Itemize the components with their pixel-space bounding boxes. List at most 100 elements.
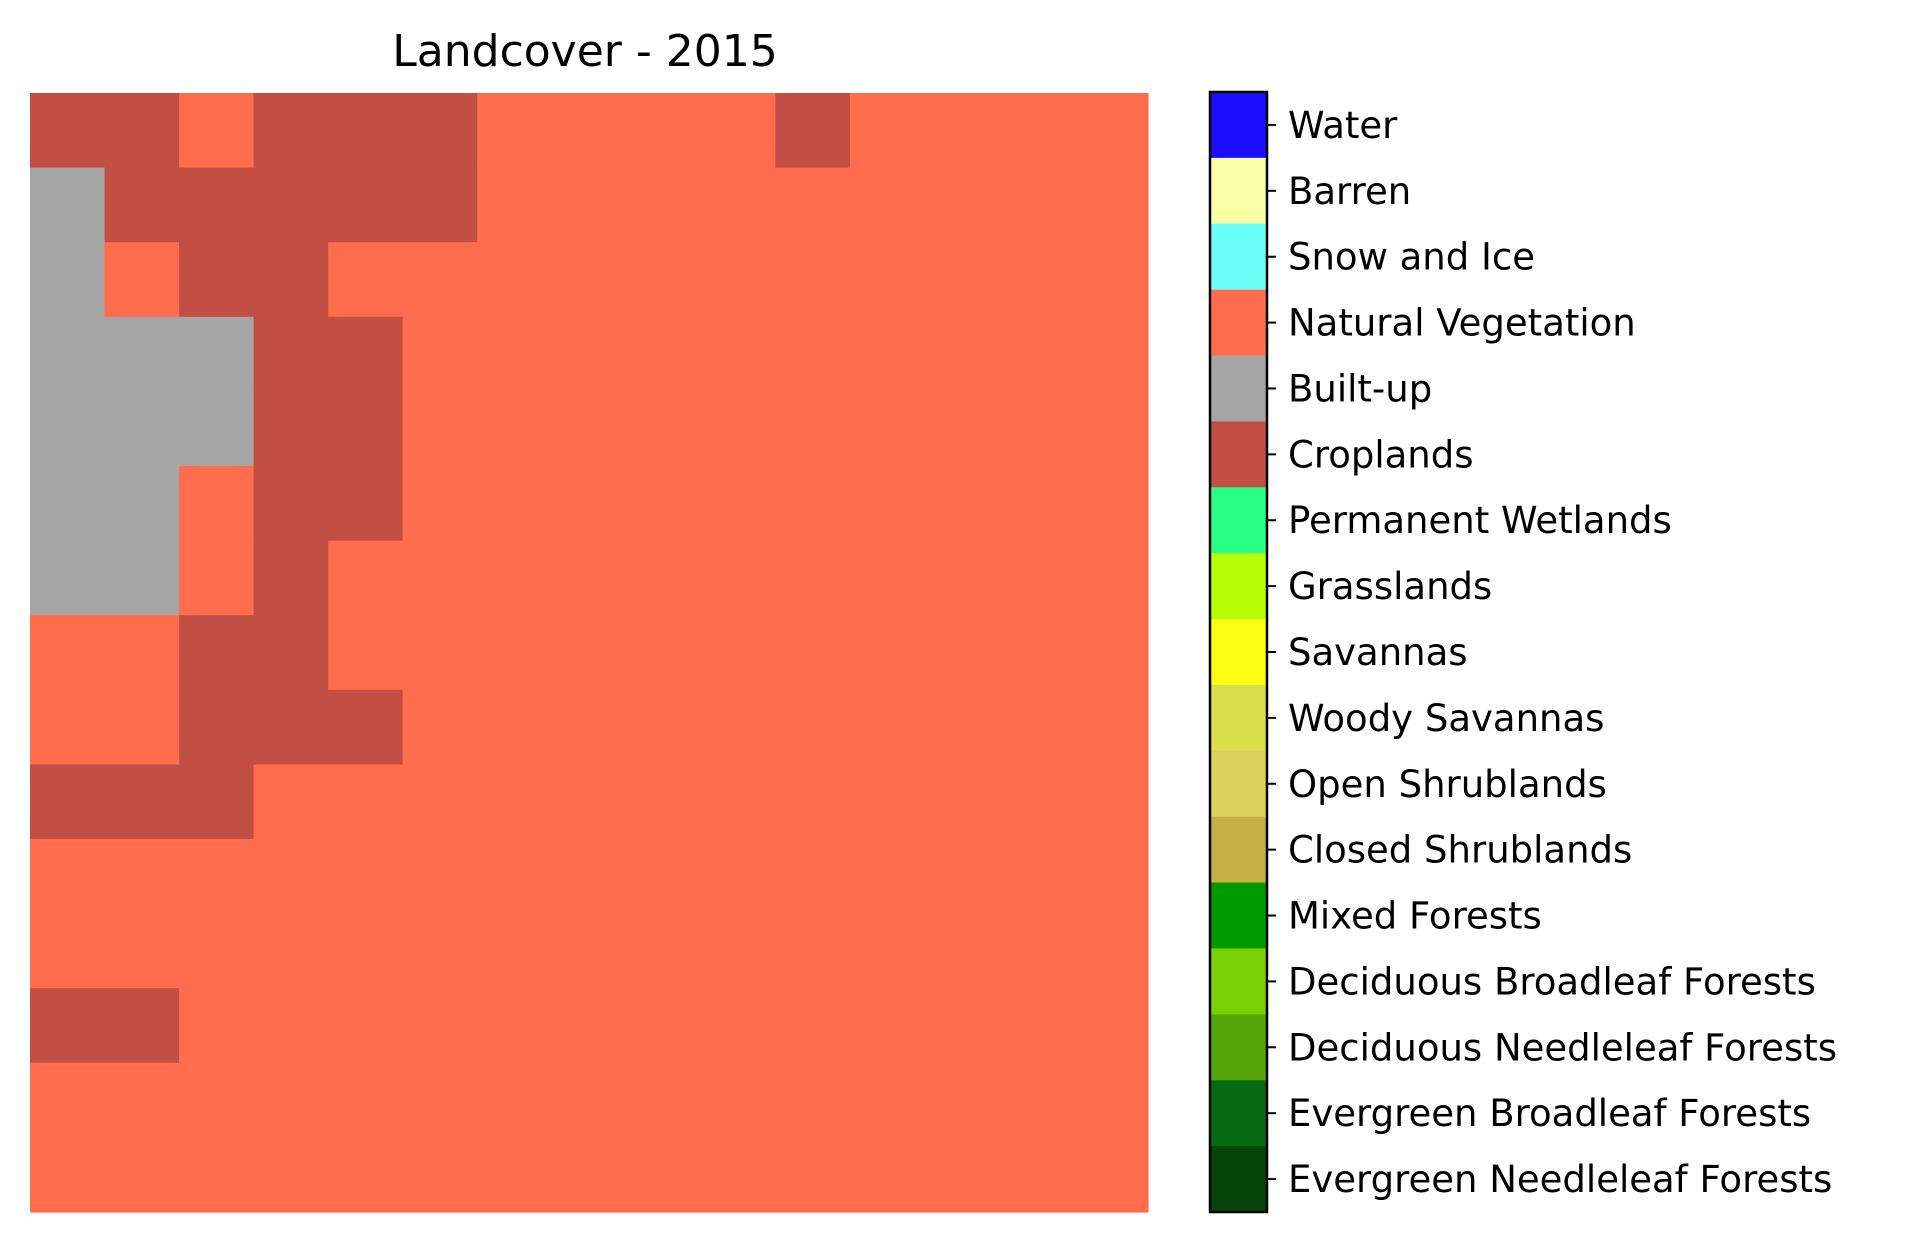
heatmap-cell: [998, 93, 1075, 169]
heatmap-cell: [253, 764, 329, 840]
heatmap-cell: [849, 913, 925, 989]
colorbar-tick-label: Evergreen Needleleaf Forests: [1288, 1158, 1832, 1201]
colorbar-segment: [1210, 750, 1267, 818]
colorbar-segment: [1210, 1080, 1267, 1147]
heatmap-cell: [924, 764, 1000, 840]
colorbar-segment: [1210, 355, 1267, 422]
heatmap-cell: [551, 1062, 627, 1138]
heatmap-cell: [1073, 540, 1149, 616]
heatmap-cell: [626, 466, 702, 542]
heatmap-cell: [626, 1062, 702, 1138]
heatmap-cell: [30, 466, 106, 542]
heatmap-cell: [1073, 764, 1149, 840]
heatmap-cell: [924, 689, 1000, 765]
colorbar-tick-label: Deciduous Needleleaf Forests: [1288, 1026, 1837, 1069]
heatmap-cell: [104, 1137, 180, 1213]
heatmap-cell: [104, 167, 180, 243]
heatmap-cell: [104, 391, 180, 467]
heatmap-cell: [402, 1062, 478, 1138]
heatmap-cell: [849, 1062, 925, 1138]
colorbar-segment: [1210, 421, 1267, 488]
heatmap-cell: [924, 1137, 1000, 1213]
heatmap-cell: [1073, 242, 1149, 318]
heatmap-cell: [998, 839, 1075, 915]
heatmap-cell: [849, 1137, 925, 1213]
heatmap-cell: [30, 913, 106, 989]
heatmap-cell: [551, 839, 627, 915]
heatmap-cell: [477, 1062, 553, 1138]
heatmap-cell: [179, 466, 255, 542]
heatmap-cell: [626, 93, 702, 169]
heatmap-cell: [775, 466, 851, 542]
heatmap-cell: [924, 466, 1000, 542]
heatmap-cell: [551, 242, 627, 318]
heatmap-cell: [551, 615, 627, 691]
heatmap-cell: [700, 391, 776, 467]
heatmap-cell: [700, 615, 776, 691]
heatmap-cell: [1073, 1137, 1149, 1213]
colorbar-tick-label: Barren: [1288, 170, 1411, 213]
heatmap-cell: [551, 689, 627, 765]
heatmap-cell: [253, 466, 329, 542]
heatmap-cell: [253, 913, 329, 989]
colorbar-segment: [1210, 948, 1267, 1015]
heatmap-cell: [253, 316, 329, 392]
heatmap-cell: [849, 242, 925, 318]
heatmap-cell: [775, 391, 851, 467]
heatmap-cell: [253, 242, 329, 318]
colorbar-segment: [1210, 1014, 1267, 1081]
heatmap-cell: [551, 913, 627, 989]
heatmap-cell: [849, 167, 925, 243]
heatmap-cell: [700, 913, 776, 989]
heatmap-cell: [328, 167, 404, 243]
heatmap-cell: [551, 988, 627, 1064]
heatmap-cell: [998, 913, 1075, 989]
colorbar-tick-label: Natural Vegetation: [1288, 302, 1636, 345]
heatmap-cell: [700, 242, 776, 318]
heatmap-cell: [30, 1137, 106, 1213]
heatmap-cell: [179, 988, 255, 1064]
colorbar-tick-label: Woody Savannas: [1288, 697, 1604, 740]
colorbar-tick-label: Deciduous Broadleaf Forests: [1288, 960, 1816, 1003]
heatmap-cell: [328, 764, 404, 840]
colorbar-segment: [1210, 289, 1267, 357]
heatmap-cell: [626, 540, 702, 616]
heatmap-cell: [775, 1062, 851, 1138]
heatmap-cell: [924, 93, 1000, 169]
heatmap-cell: [849, 615, 925, 691]
heatmap-cell: [1073, 839, 1149, 915]
heatmap-cell: [626, 988, 702, 1064]
heatmap-cell: [626, 913, 702, 989]
colorbar-tick-label: Water: [1288, 104, 1398, 147]
heatmap-cell: [328, 466, 404, 542]
heatmap-cell: [328, 540, 404, 616]
colorbar-tick-label: Savannas: [1288, 631, 1468, 674]
heatmap-cell: [700, 316, 776, 392]
heatmap-cell: [477, 466, 553, 542]
heatmap-cell: [775, 764, 851, 840]
heatmap-cell: [998, 466, 1075, 542]
heatmap-cell: [402, 988, 478, 1064]
heatmap-cell: [402, 93, 478, 169]
heatmap-cell: [30, 391, 106, 467]
heatmap-cell: [179, 391, 255, 467]
colorbar-segment: [1210, 816, 1267, 884]
heatmap-cell: [477, 839, 553, 915]
colorbar-segment: [1210, 1146, 1267, 1213]
heatmap-cell: [30, 316, 106, 392]
heatmap-cell: [626, 689, 702, 765]
heatmap-cell: [402, 839, 478, 915]
heatmap-cell: [849, 839, 925, 915]
heatmap-cell: [998, 316, 1075, 392]
heatmap-cell: [104, 988, 180, 1064]
heatmap-cell: [179, 689, 255, 765]
heatmap-cell: [179, 1062, 255, 1138]
heatmap-cell: [402, 466, 478, 542]
colorbar-tick-label: Croplands: [1288, 433, 1474, 476]
heatmap-cell: [253, 391, 329, 467]
heatmap-cell: [998, 540, 1075, 616]
heatmap-cell: [924, 615, 1000, 691]
colorbar-tick-label: Mixed Forests: [1288, 895, 1542, 938]
colorbar-tick-label: Evergreen Broadleaf Forests: [1288, 1092, 1811, 1135]
heatmap-cell: [551, 93, 627, 169]
